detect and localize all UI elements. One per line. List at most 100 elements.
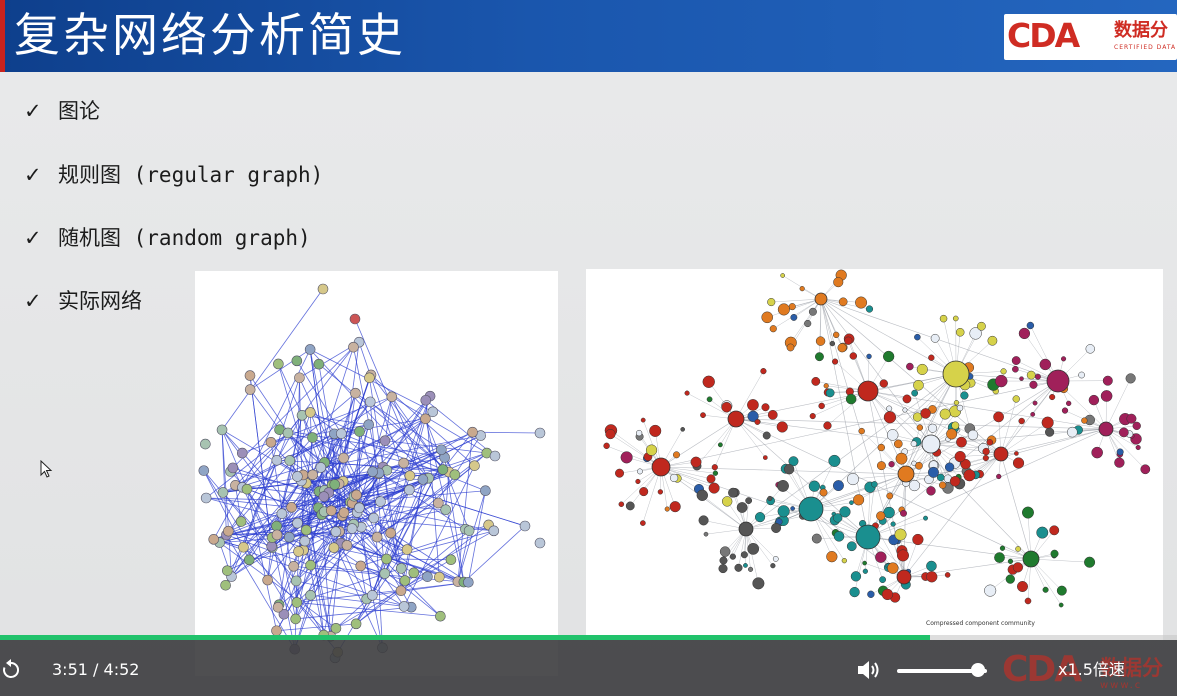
community-node bbox=[846, 473, 859, 486]
network-node bbox=[291, 355, 303, 367]
network-node bbox=[401, 544, 413, 555]
community-node bbox=[853, 494, 865, 506]
network-edge bbox=[206, 497, 292, 508]
community-node bbox=[977, 321, 986, 331]
community-node bbox=[967, 429, 979, 441]
community-node bbox=[994, 552, 1005, 563]
volume-slider[interactable] bbox=[897, 669, 987, 673]
community-edge bbox=[1105, 378, 1131, 430]
community-node bbox=[1049, 393, 1056, 401]
network-node bbox=[284, 455, 296, 466]
community-node bbox=[1036, 526, 1049, 539]
community-edge bbox=[955, 425, 1002, 455]
network-node bbox=[282, 427, 294, 439]
community-node bbox=[649, 424, 662, 437]
community-node bbox=[771, 522, 782, 533]
community-node bbox=[769, 325, 777, 333]
community-node bbox=[684, 390, 690, 396]
network-edge bbox=[296, 602, 441, 617]
network-node bbox=[278, 608, 290, 620]
community-node bbox=[747, 543, 760, 555]
video-player-bar bbox=[0, 640, 1177, 696]
network-node bbox=[348, 341, 359, 353]
network-node bbox=[243, 554, 255, 566]
community-edge bbox=[714, 418, 737, 468]
network-edge bbox=[404, 580, 441, 617]
community-node bbox=[939, 314, 948, 323]
network-node bbox=[437, 464, 449, 475]
network-node bbox=[307, 469, 319, 481]
community-node bbox=[700, 412, 706, 419]
volume-icon[interactable] bbox=[856, 658, 882, 682]
community-node bbox=[696, 489, 708, 501]
network-edge bbox=[444, 457, 465, 583]
community-node bbox=[635, 478, 641, 485]
network-node bbox=[286, 502, 297, 513]
network-node bbox=[434, 571, 445, 583]
community-node bbox=[719, 556, 728, 565]
community-node bbox=[729, 553, 736, 560]
network-node bbox=[386, 391, 398, 403]
network-node bbox=[216, 424, 228, 436]
community-node bbox=[949, 476, 961, 487]
volume-slider-handle[interactable] bbox=[971, 663, 985, 677]
community-node bbox=[721, 496, 733, 507]
network-edge bbox=[457, 530, 470, 582]
community-edge bbox=[610, 430, 662, 468]
network-edge bbox=[457, 432, 473, 582]
community-edge bbox=[745, 485, 784, 530]
network-node bbox=[338, 452, 349, 464]
community-node bbox=[1029, 380, 1038, 389]
community-node bbox=[900, 509, 907, 517]
community-edge bbox=[820, 298, 957, 375]
community-node bbox=[879, 379, 888, 388]
network-edge bbox=[312, 401, 371, 438]
network-edge bbox=[350, 490, 486, 503]
network-node bbox=[346, 523, 358, 534]
network-edge bbox=[246, 489, 277, 631]
network-node bbox=[305, 559, 316, 571]
community-edge bbox=[852, 473, 907, 480]
network-node bbox=[427, 406, 439, 418]
network-node bbox=[398, 457, 409, 469]
community-node bbox=[982, 447, 990, 456]
community-node bbox=[956, 436, 967, 448]
community-node bbox=[811, 533, 822, 544]
community-node bbox=[772, 556, 779, 562]
community-node bbox=[1085, 344, 1095, 354]
network-edge bbox=[386, 558, 451, 561]
network-node bbox=[463, 525, 475, 536]
community-edge bbox=[820, 298, 1059, 382]
community-edge bbox=[820, 298, 837, 335]
check-icon: ✓ bbox=[24, 289, 42, 313]
community-node bbox=[717, 442, 723, 448]
network-edge bbox=[310, 531, 340, 596]
community-node bbox=[814, 352, 824, 362]
playback-speed-button[interactable]: x1.5倍速 bbox=[1058, 660, 1125, 679]
community-node bbox=[1000, 368, 1007, 375]
community-edge bbox=[1030, 558, 1090, 563]
community-node bbox=[920, 408, 931, 419]
playback-time: 3:51 / 4:52 bbox=[52, 658, 139, 682]
community-edge bbox=[867, 428, 1107, 538]
community-node bbox=[833, 531, 845, 542]
community-node bbox=[1026, 321, 1035, 330]
community-node bbox=[1017, 581, 1028, 592]
community-node bbox=[786, 343, 795, 352]
community-node bbox=[955, 327, 965, 337]
community-edge bbox=[773, 298, 822, 329]
replay-icon[interactable] bbox=[0, 658, 22, 682]
community-node bbox=[1012, 365, 1019, 373]
community-node bbox=[963, 469, 976, 482]
community-nodes bbox=[603, 269, 1151, 608]
time-separator: / bbox=[93, 660, 99, 679]
progress-bar[interactable] bbox=[0, 635, 1177, 640]
community-network-image: Compressed component community bbox=[586, 269, 1163, 640]
network-node bbox=[328, 542, 340, 554]
community-node bbox=[987, 335, 998, 346]
network-node bbox=[417, 474, 429, 485]
community-node bbox=[804, 319, 812, 328]
community-node bbox=[902, 407, 908, 413]
community-edge bbox=[735, 371, 764, 420]
community-node bbox=[767, 495, 773, 501]
